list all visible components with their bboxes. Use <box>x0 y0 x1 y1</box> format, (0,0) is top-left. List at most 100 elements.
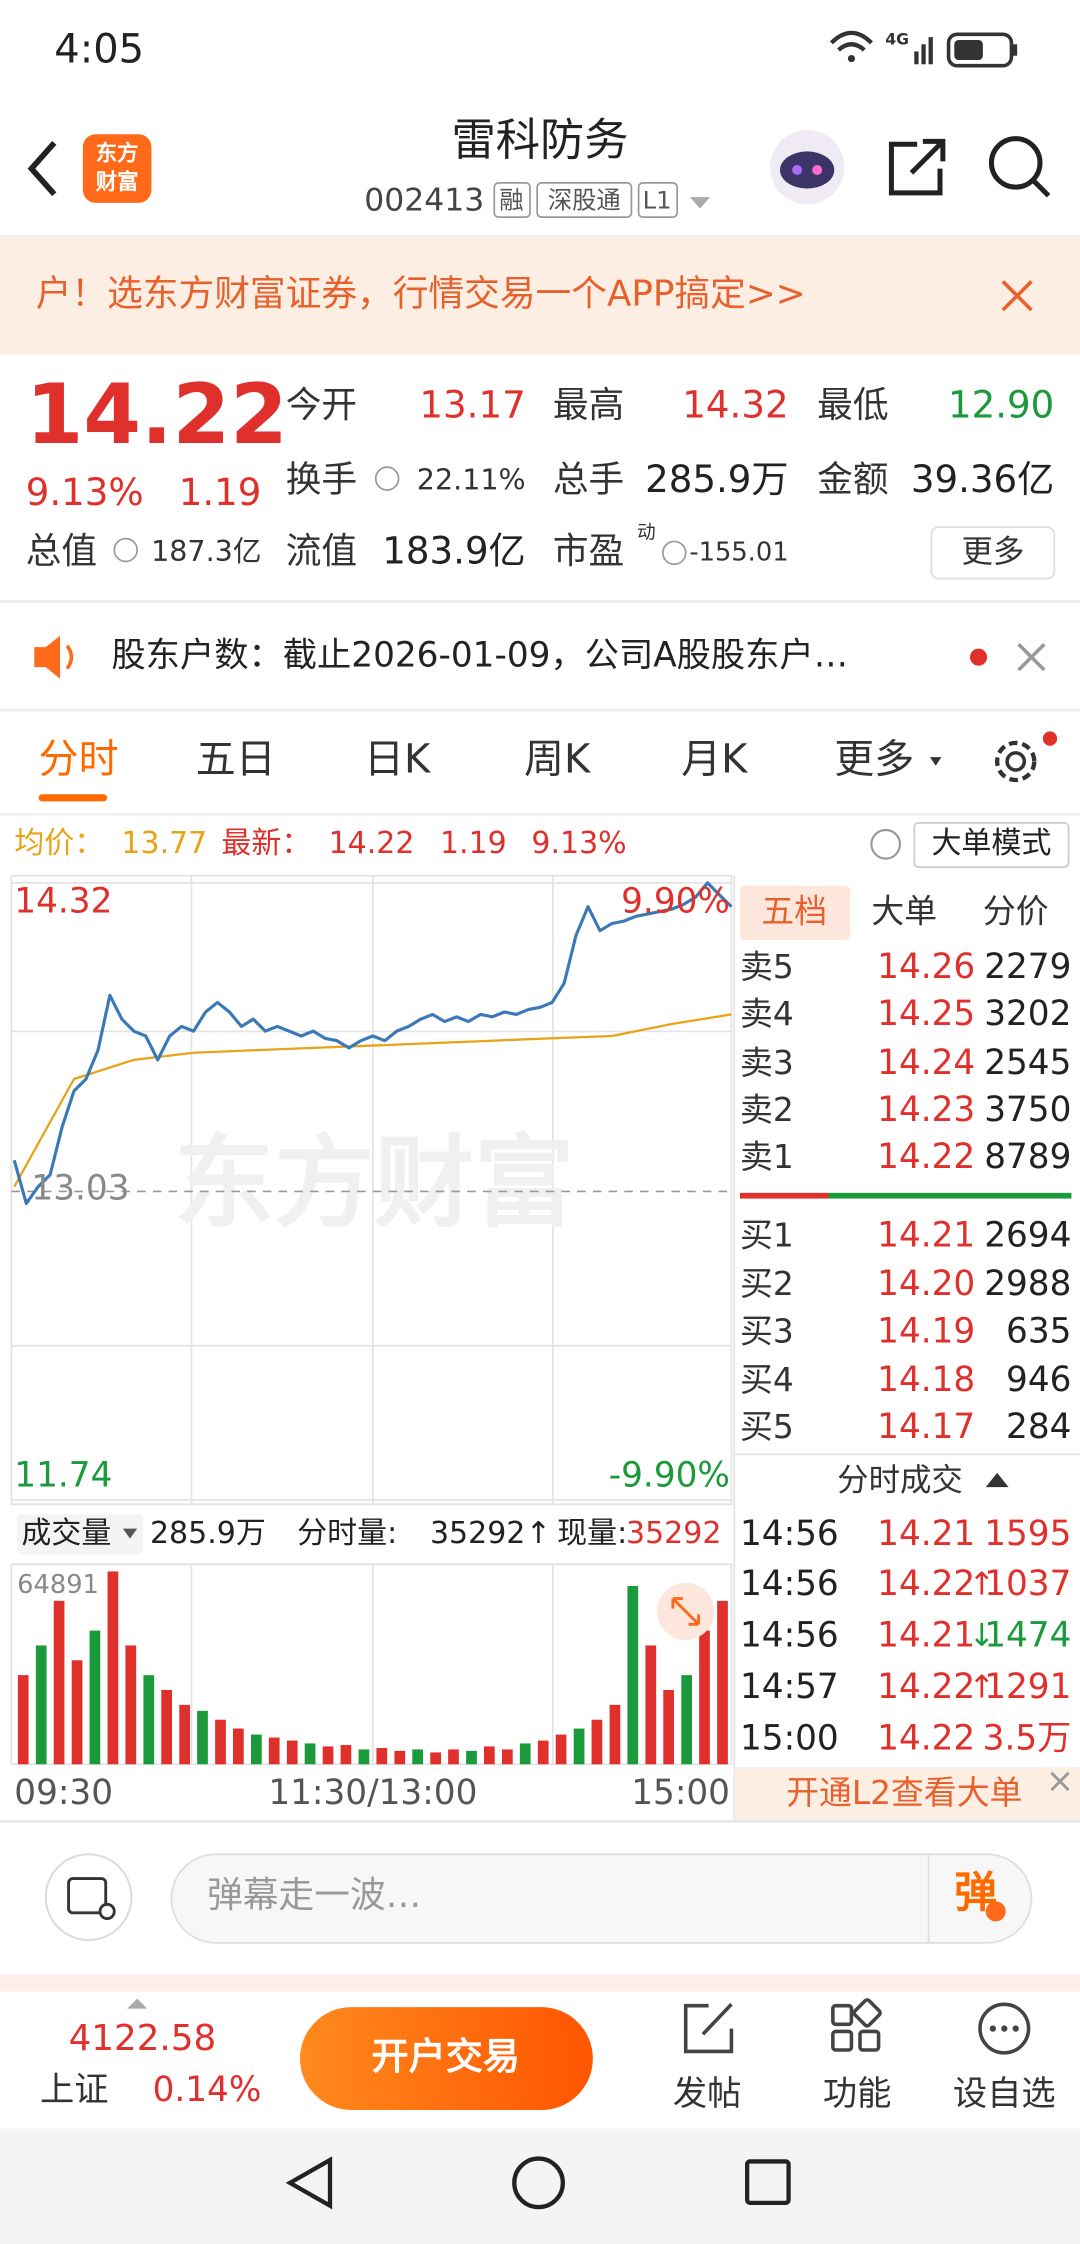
tab[interactable]: 日K <box>364 736 432 782</box>
active-book-tab <box>740 885 850 940</box>
tab[interactable]: 分时 <box>39 736 119 782</box>
volume-bar <box>107 1571 119 1765</box>
volume-bar <box>215 1719 226 1765</box>
volume-selector-arrow <box>122 1528 138 1539</box>
book-tab[interactable]: 分价 <box>983 892 1049 930</box>
latest-value: 14.22 <box>329 826 415 861</box>
book-price: 14.23 <box>877 1090 975 1130</box>
logo-text: 东方 <box>96 140 139 166</box>
volume-selector[interactable] <box>17 1514 143 1555</box>
book-tab[interactable]: 五档 <box>761 892 827 930</box>
post-icon <box>683 2003 734 2054</box>
volume-bar <box>448 1749 459 1765</box>
expand-icon <box>671 1597 700 1626</box>
book-tab[interactable]: 大单 <box>871 892 937 930</box>
avg-value: 13.77 <box>121 826 207 861</box>
volume-bar <box>717 1600 728 1765</box>
volume-bar <box>71 1660 83 1765</box>
chart-frame <box>10 874 736 1822</box>
settings-button[interactable] <box>994 731 1058 783</box>
stat-label: 换手 <box>286 459 357 500</box>
pct-bottom: -9.90% <box>609 1456 730 1496</box>
stat-value: 22.11% <box>417 462 526 496</box>
ask-bar <box>740 1192 829 1199</box>
trade-button[interactable] <box>300 2007 593 2110</box>
volume-bar <box>143 1675 155 1765</box>
banner-text[interactable]: 户！选东方财富证券，行情交易一个APP搞定>> <box>36 274 806 315</box>
book-volume: 2279 <box>984 947 1071 987</box>
stat-value: 12.90 <box>948 384 1054 427</box>
trade-price: 14.22 <box>877 1667 975 1707</box>
x-axis-label: 15:00 <box>631 1773 730 1813</box>
dropdown-arrow[interactable] <box>690 197 710 209</box>
volume-bar <box>573 1728 585 1765</box>
search-button[interactable] <box>988 136 1051 198</box>
minute-volume-label: 分时量: <box>297 1516 397 1551</box>
watermark: 东方财富 <box>174 1124 574 1241</box>
trade-volume: 1474 <box>984 1616 1071 1656</box>
y-tick-label: 11.74 <box>14 1456 112 1496</box>
banner[interactable] <box>0 237 1080 355</box>
mode-button-label[interactable]: 大单模式 <box>931 826 1051 861</box>
latest-change-pct: 9.13% <box>531 826 626 861</box>
index-value: 4122.58 <box>69 2018 217 2059</box>
minute-volume-arrow: ↑ <box>526 1516 551 1551</box>
danmaku-settings[interactable] <box>44 1853 133 1942</box>
action-label[interactable]: 发帖 <box>673 2074 742 2114</box>
tab[interactable]: 五日 <box>196 736 276 782</box>
tab[interactable]: 更多 <box>834 736 914 782</box>
notice-text[interactable]: 股东户数：截止2026-01-09，公司A股股东户… <box>111 636 848 676</box>
x-axis-label: 11:30/13:00 <box>268 1773 477 1813</box>
system-nav[interactable] <box>285 2156 791 2210</box>
volume-label[interactable]: 成交量 <box>21 1516 111 1551</box>
assistant-avatar[interactable] <box>770 130 845 205</box>
l2-promo[interactable] <box>734 1767 1080 1822</box>
l2-promo-text[interactable]: 开通L2查看大单 <box>786 1774 1022 1812</box>
volume-bar <box>609 1704 621 1765</box>
action-label[interactable]: 设自选 <box>953 2074 1056 2114</box>
stat-value: -155.01 <box>689 537 788 567</box>
back-button[interactable] <box>27 140 57 197</box>
volume-bar <box>394 1750 406 1765</box>
volume-bar <box>340 1745 352 1765</box>
avg-label: 均价： <box>14 826 104 861</box>
banner-close[interactable] <box>1001 280 1033 312</box>
action-label[interactable]: 功能 <box>823 2074 892 2114</box>
nav-bar <box>0 2128 1080 2244</box>
pct-top: 9.90% <box>621 881 730 921</box>
book-price: 14.19 <box>877 1311 975 1351</box>
mode-button[interactable] <box>913 821 1070 868</box>
book-price: 14.22 <box>877 1137 975 1177</box>
help-icon[interactable] <box>870 828 902 860</box>
notice-close[interactable] <box>1017 643 1046 672</box>
trade-button-label[interactable]: 开户交易 <box>371 2035 520 2078</box>
book-label: 买5 <box>740 1408 794 1446</box>
book-volume: 284 <box>1006 1407 1071 1447</box>
stat-label: 总值 <box>26 531 97 572</box>
volume-bar <box>412 1749 423 1765</box>
book-volume: 8789 <box>984 1137 1071 1177</box>
share-button[interactable] <box>888 138 946 196</box>
stat-label: 今开 <box>286 385 357 426</box>
index-toggle[interactable] <box>127 1998 148 2009</box>
now-volume-label: 现量: <box>557 1516 627 1551</box>
trade-volume: 1595 <box>984 1514 1071 1554</box>
tab[interactable]: 月K <box>681 736 749 782</box>
l2-close[interactable] <box>1050 1771 1070 1792</box>
danmaku-button[interactable]: 弹 <box>954 1868 997 1918</box>
separator <box>0 1974 1080 1992</box>
tag-boxes <box>493 181 678 218</box>
tab[interactable]: 周K <box>524 736 592 782</box>
trade-time: 14:57 <box>740 1667 839 1707</box>
comment-input[interactable] <box>170 1853 1033 1944</box>
volume-bar <box>663 1690 674 1765</box>
trades-toggle[interactable] <box>985 1472 1009 1488</box>
more-button-label[interactable]: 更多 <box>961 534 1024 570</box>
more-button[interactable] <box>930 526 1056 580</box>
trades-title: 分时成交 <box>837 1462 963 1498</box>
book-label: 买4 <box>740 1361 794 1399</box>
now-volume: 35292 <box>626 1516 721 1551</box>
volume-bar <box>502 1749 513 1765</box>
book-label: 卖4 <box>740 995 794 1033</box>
volume-bar <box>519 1743 531 1765</box>
